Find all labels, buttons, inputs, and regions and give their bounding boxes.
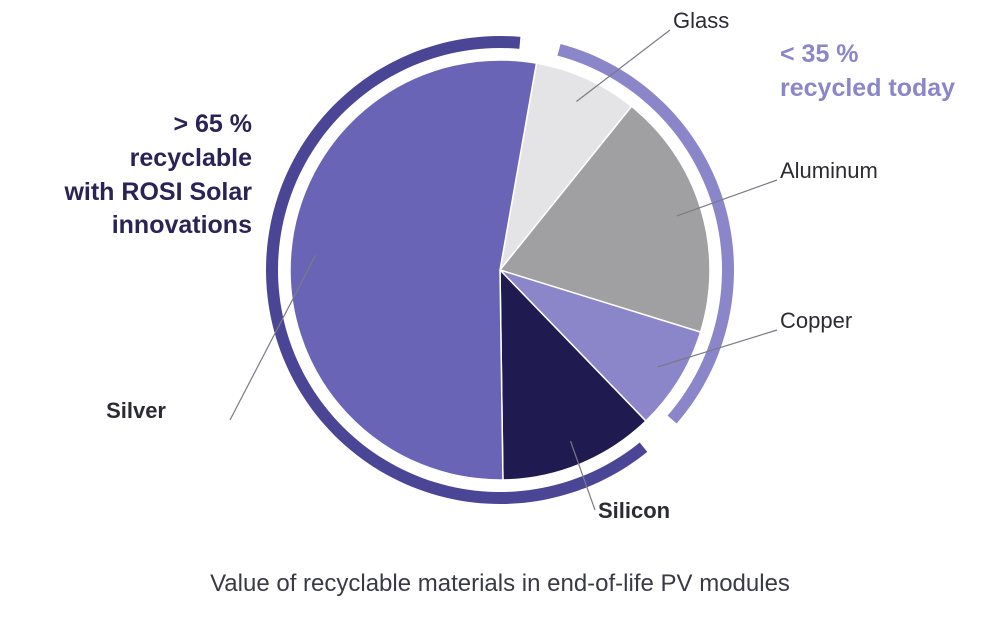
annotation-line: recyclable [64,142,252,176]
chart-caption: Value of recyclable materials in end-of-… [0,570,1000,598]
slice-label-silver: Silver [106,398,166,424]
chart-stage: Glass Aluminum Copper Silicon Silver < 3… [0,0,1000,619]
slice-label-copper: Copper [780,308,852,334]
annotation-line: > 65 % [64,108,252,142]
annotation-recycled-today: < 35 % recycled today [780,38,955,106]
pie-slices [290,60,710,480]
annotation-line: recycled today [780,72,955,106]
annotation-rosi-recyclable: > 65 % recyclable with ROSI Solar innova… [64,108,252,243]
annotation-line: innovations [64,209,252,243]
annotation-line: with ROSI Solar [64,176,252,210]
slice-label-glass: Glass [673,8,729,34]
slice-label-aluminum: Aluminum [780,158,878,184]
annotation-line: < 35 % [780,38,955,72]
slice-label-silicon: Silicon [598,498,670,524]
